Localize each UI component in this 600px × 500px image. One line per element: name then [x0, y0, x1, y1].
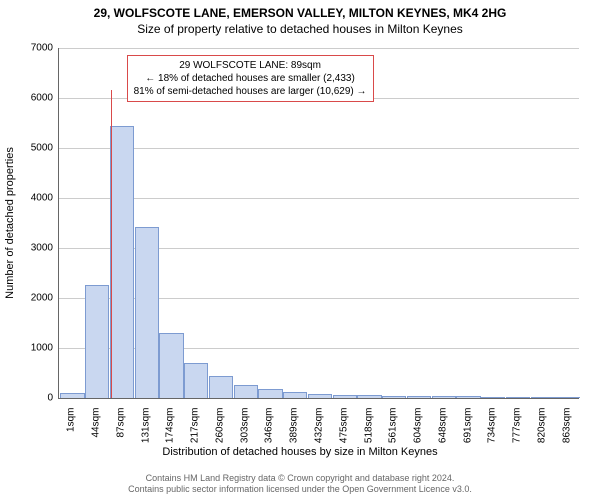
bar [555, 397, 579, 398]
bar [184, 363, 208, 399]
xtick-label: 863sqm [561, 408, 572, 444]
bar [432, 396, 456, 398]
xtick-label: 648sqm [437, 408, 448, 444]
ytick-label: 2000 [31, 293, 59, 304]
chart-title-1: 29, WOLFSCOTE LANE, EMERSON VALLEY, MILT… [0, 0, 600, 20]
bar [85, 285, 109, 399]
xtick-label: 1sqm [66, 408, 77, 432]
bar [258, 389, 282, 398]
xtick-label: 346sqm [264, 408, 275, 444]
xtick-label: 389sqm [289, 408, 300, 444]
gridline [59, 148, 579, 149]
xtick-label: 217sqm [190, 408, 201, 444]
bar [407, 396, 431, 398]
footer-line-1: Contains HM Land Registry data © Crown c… [0, 473, 600, 485]
chart-title-2: Size of property relative to detached ho… [0, 20, 600, 36]
xtick-label: 561sqm [388, 408, 399, 444]
xtick-label: 734sqm [487, 408, 498, 444]
ytick-label: 7000 [31, 43, 59, 54]
ytick-label: 5000 [31, 143, 59, 154]
ytick-label: 3000 [31, 243, 59, 254]
footer-line-2: Contains public sector information licen… [0, 484, 600, 496]
bar [159, 333, 183, 398]
bar [135, 227, 159, 398]
xtick-label: 131sqm [140, 408, 151, 444]
bar [60, 393, 84, 398]
xtick-label: 174sqm [165, 408, 176, 444]
gridline [59, 48, 579, 49]
bar [308, 394, 332, 398]
bar [209, 376, 233, 399]
bar [506, 397, 530, 398]
xtick-label: 820sqm [536, 408, 547, 444]
bar [357, 395, 381, 398]
xtick-label: 518sqm [363, 408, 374, 444]
gridline [59, 198, 579, 199]
annotation-line: 81% of semi-detached houses are larger (… [134, 85, 367, 98]
ytick-label: 0 [47, 393, 59, 404]
x-axis-label: Distribution of detached houses by size … [0, 446, 600, 458]
bar [481, 397, 505, 399]
bar [234, 385, 258, 398]
xtick-label: 691sqm [462, 408, 473, 444]
annotation-line: 29 WOLFSCOTE LANE: 89sqm [134, 59, 367, 72]
bar [333, 395, 357, 398]
annotation-box: 29 WOLFSCOTE LANE: 89sqm← 18% of detache… [127, 55, 374, 102]
bar [382, 396, 406, 399]
bar [110, 126, 134, 399]
bar [283, 392, 307, 398]
bar [531, 397, 555, 398]
xtick-label: 87sqm [115, 408, 126, 438]
bar [456, 396, 480, 398]
xtick-label: 475sqm [338, 408, 349, 444]
chart-container: 29, WOLFSCOTE LANE, EMERSON VALLEY, MILT… [0, 0, 600, 500]
xtick-label: 604sqm [413, 408, 424, 444]
xtick-label: 260sqm [214, 408, 225, 444]
xtick-label: 432sqm [314, 408, 325, 444]
ytick-label: 1000 [31, 343, 59, 354]
marker-line [111, 90, 112, 398]
ytick-label: 4000 [31, 193, 59, 204]
footer: Contains HM Land Registry data © Crown c… [0, 473, 600, 496]
y-axis-label: Number of detached properties [4, 147, 16, 299]
plot-area: 010002000300040005000600070001sqm44sqm87… [58, 48, 579, 399]
annotation-line: ← 18% of detached houses are smaller (2,… [134, 72, 367, 85]
xtick-label: 303sqm [239, 408, 250, 444]
ytick-label: 6000 [31, 93, 59, 104]
xtick-label: 44sqm [91, 408, 102, 438]
xtick-label: 777sqm [512, 408, 523, 444]
